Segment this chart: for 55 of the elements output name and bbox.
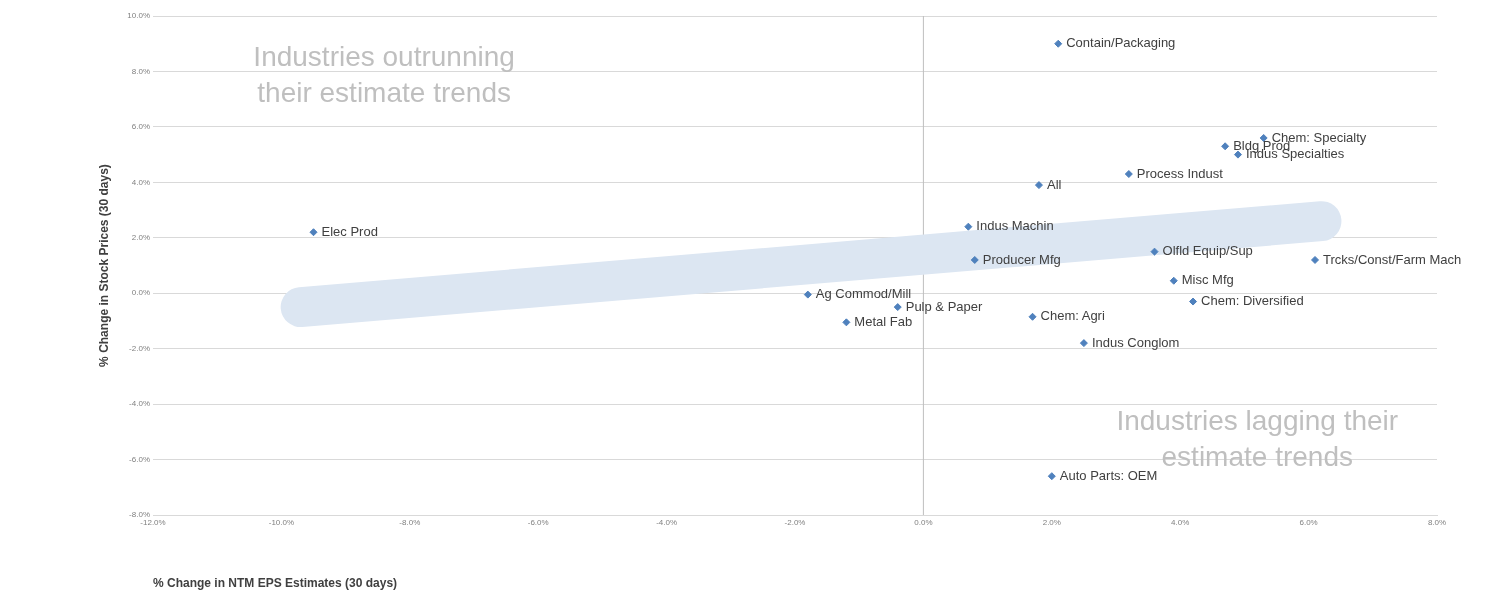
data-label: Indus Machin xyxy=(976,218,1054,234)
point xyxy=(1028,312,1037,321)
point xyxy=(842,318,851,327)
x-tick-label: 6.0% xyxy=(1299,518,1318,527)
y-tick-label: 2.0% xyxy=(131,232,150,242)
point xyxy=(803,290,812,299)
data-label: Elec Prod xyxy=(321,223,378,239)
data-label: Misc Mfg xyxy=(1181,272,1234,288)
x-tick-label: -12.0% xyxy=(140,518,166,527)
data-label: Producer Mfg xyxy=(982,251,1061,267)
x-tick-label: 0.0% xyxy=(914,518,933,527)
data-label: Trcks/Const/Farm Mach xyxy=(1323,251,1462,267)
x-axis-title: % Change in NTM EPS Estimates (30 days) xyxy=(153,576,398,591)
y-tick-label: 6.0% xyxy=(131,122,150,132)
point xyxy=(1150,247,1159,256)
point xyxy=(1047,472,1056,481)
data-label: Olfld Equip/Sup xyxy=(1162,243,1253,259)
point xyxy=(1189,297,1198,306)
point xyxy=(1169,276,1178,285)
point xyxy=(1311,255,1320,264)
y-tick-label: 10.0% xyxy=(127,11,150,21)
y-tick-label: -2.0% xyxy=(129,343,150,353)
point xyxy=(1034,181,1043,190)
point xyxy=(1079,339,1088,348)
y-tick-label: 8.0% xyxy=(131,66,150,76)
point xyxy=(964,222,973,231)
data-label: Contain/Packaging xyxy=(1066,35,1176,51)
x-tick-label: -6.0% xyxy=(527,518,549,527)
x-tick-label: 4.0% xyxy=(1171,518,1190,527)
data-label: Process Indust xyxy=(1136,165,1224,181)
point xyxy=(1054,39,1063,48)
y-tick-label: 0.0% xyxy=(131,288,150,298)
x-tick-label: 2.0% xyxy=(1042,518,1061,527)
y-tick-label: -8.0% xyxy=(129,510,150,520)
y-tick-label: 4.0% xyxy=(131,177,150,187)
point xyxy=(893,303,902,312)
data-label: Indus Conglom xyxy=(1091,334,1180,350)
x-tick-label: -4.0% xyxy=(656,518,678,527)
data-label: Chem: Diversified xyxy=(1201,293,1304,309)
x-tick-label: -10.0% xyxy=(268,518,295,527)
data-label: Metal Fab xyxy=(854,313,913,329)
x-tick-label: -8.0% xyxy=(399,518,421,527)
data-label: Chem: Agri xyxy=(1040,308,1105,324)
x-tick-label: 8.0% xyxy=(1427,518,1447,527)
point xyxy=(309,228,318,237)
x-tick-label: -2.0% xyxy=(784,518,806,527)
data-label: All xyxy=(1046,176,1062,192)
point xyxy=(1259,133,1268,142)
point xyxy=(970,255,979,264)
y-tick-label: -6.0% xyxy=(129,454,150,464)
annotation: Industries outrunning their estimate trends xyxy=(253,40,515,108)
y-tick-label: -4.0% xyxy=(129,399,150,409)
point xyxy=(1221,142,1230,151)
y-axis-title: % Change in Stock Prices (30 days) xyxy=(96,164,111,367)
point xyxy=(1124,170,1133,179)
